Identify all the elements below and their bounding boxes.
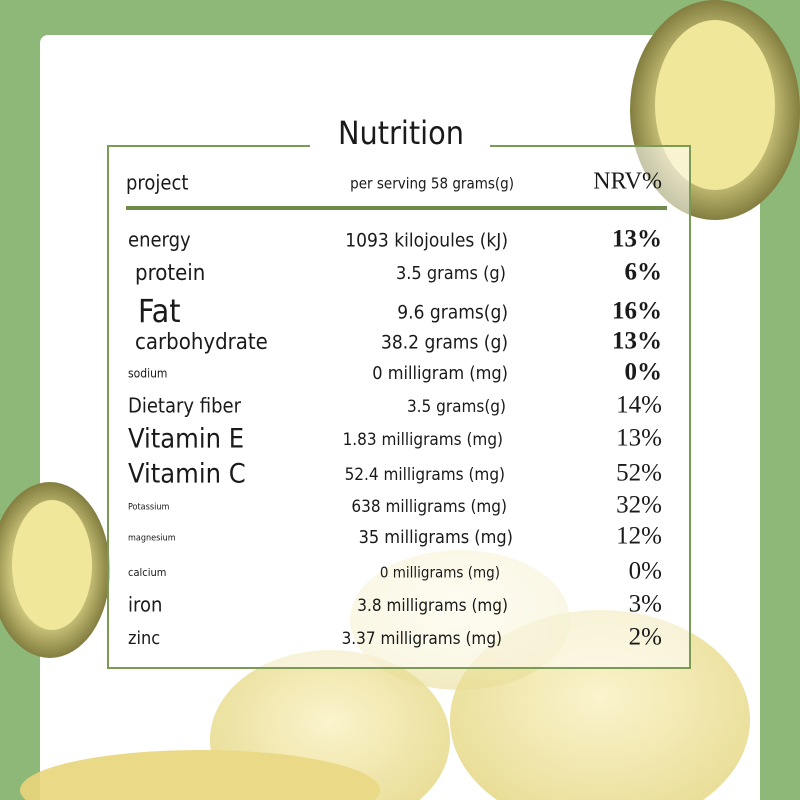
nutrient-amount: 638 milligrams (mg)	[351, 497, 507, 517]
nutrient-name: zinc	[128, 628, 160, 649]
nutrient-nrv: 0%	[629, 558, 662, 585]
header-project: project	[126, 171, 188, 195]
nutrient-amount: 38.2 grams (g)	[381, 332, 508, 354]
durian-left	[0, 482, 110, 658]
nutrient-amount: 3.5 grams(g)	[407, 397, 506, 417]
nutrient-nrv: 6%	[625, 259, 663, 286]
nutrient-nrv: 13%	[612, 328, 662, 355]
header-serving: per serving 58 grams(g)	[350, 175, 514, 193]
nutrient-nrv: 13%	[612, 226, 662, 253]
nutrient-nrv: 2%	[629, 624, 662, 651]
nutrient-name: calcium	[128, 566, 166, 579]
nutrient-amount: 1093 kilojoules (kJ)	[345, 230, 508, 252]
nutrient-amount: 3.37 milligrams (mg)	[342, 629, 502, 649]
nutrient-name: Fat	[138, 292, 181, 330]
nutrient-amount: 1.83 milligrams (mg)	[343, 430, 503, 450]
nutrient-nrv: 16%	[612, 298, 662, 325]
nutrient-nrv: 14%	[616, 392, 662, 419]
title: Nutrition	[338, 114, 464, 152]
nutrient-name: Vitamin C	[128, 459, 246, 490]
nutrient-nrv: 0%	[625, 359, 663, 386]
nutrient-name: Vitamin E	[128, 424, 244, 455]
nutrient-amount: 52.4 milligrams (mg)	[345, 465, 505, 485]
nutrient-nrv: 12%	[616, 523, 662, 550]
nutrient-amount: 35 milligrams (mg)	[359, 527, 513, 548]
nutrient-name: carbohydrate	[135, 330, 268, 355]
nutrient-nrv: 52%	[616, 460, 662, 487]
nutrient-amount: 0 milligram (mg)	[372, 363, 508, 384]
nutrient-nrv: 32%	[616, 492, 662, 519]
nutrient-name: magnesium	[128, 534, 176, 544]
nutrient-name: Potassium	[128, 503, 169, 513]
nutrient-amount: 3.8 milligrams (mg)	[357, 596, 508, 616]
nutrient-name: energy	[128, 228, 191, 252]
title-bg	[310, 120, 490, 150]
nutrient-name: iron	[128, 593, 162, 617]
header-nrv: NRV%	[593, 169, 662, 195]
nutrient-name: protein	[135, 261, 205, 286]
nutrient-amount: 9.6 grams(g)	[397, 302, 508, 324]
nutrient-name: Dietary fiber	[128, 394, 242, 418]
nutrient-amount: 0 milligrams (mg)	[380, 564, 500, 582]
nutrient-nrv: 3%	[629, 591, 662, 618]
table-border	[107, 145, 691, 669]
nutrient-name: sodium	[128, 367, 167, 381]
nutrient-amount: 3.5 grams (g)	[396, 263, 506, 284]
nutrient-nrv: 13%	[616, 425, 662, 452]
